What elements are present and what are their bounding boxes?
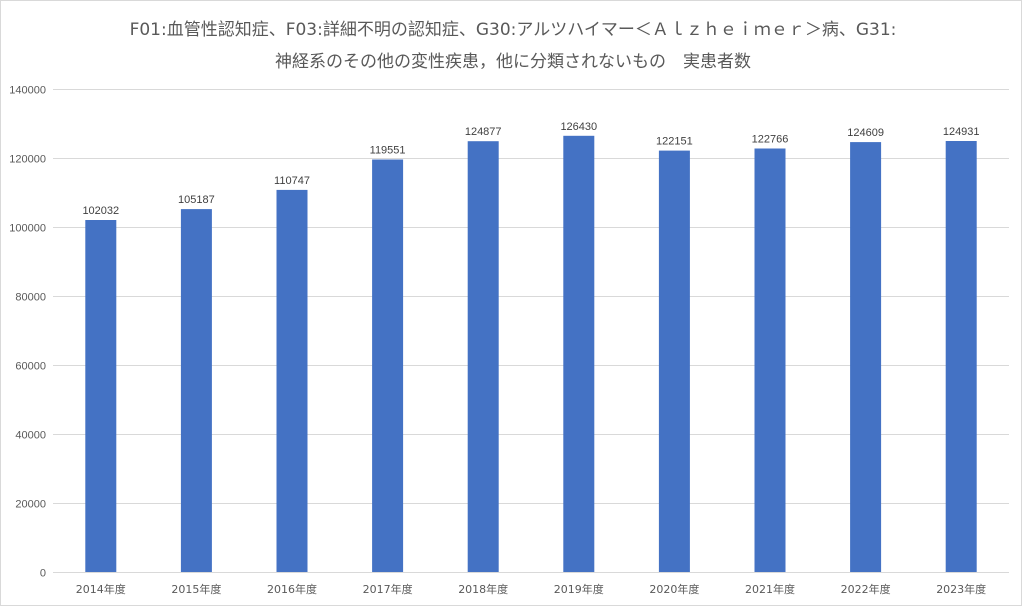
x-tick-label: 2017年度 [363,582,413,596]
x-tick-label: 2020年度 [649,582,699,596]
bar-data-label: 110747 [274,175,310,187]
bar [467,141,499,572]
bar [563,135,595,573]
bar [945,141,977,572]
x-tick-label: 2016年度 [267,582,317,596]
bar [754,148,786,572]
y-tick-label: 40000 [15,430,46,442]
bar [850,142,882,572]
x-tick-label: 2021年度 [745,582,795,596]
y-tick-label: 0 [40,568,46,580]
bar [85,220,117,572]
y-tick-label: 80000 [15,292,46,304]
y-tick-label: 100000 [9,223,46,235]
bar-data-label: 102032 [82,205,119,217]
x-tick-label: 2023年度 [936,582,986,596]
x-tick-label: 2018年度 [458,582,508,596]
bar-data-label: 119551 [370,145,406,157]
y-tick-label: 60000 [15,361,46,373]
bar [276,189,308,572]
y-tick-label: 120000 [9,154,46,166]
bar-data-label: 124609 [847,127,884,139]
bar-data-label: 122766 [752,134,789,146]
bar-data-label: 126430 [560,121,597,133]
bar-data-label: 105187 [178,194,215,206]
y-tick-label: 140000 [9,85,46,97]
x-tick-label: 2019年度 [554,582,604,596]
x-tick-label: 2022年度 [841,582,891,596]
bar-data-label: 124931 [943,126,980,138]
bar-data-label: 124877 [465,126,502,138]
bar [658,150,690,572]
bar [180,209,212,572]
y-tick-label: 20000 [15,499,46,511]
bar-data-label: 122151 [656,136,693,148]
chart-title-line-1: F01:血管性認知症、F03:詳細不明の認知症、G30:アルツハイマー＜Ａｌｚｈ… [129,20,897,40]
x-tick-label: 2014年度 [76,582,126,596]
bar [372,159,404,572]
x-tick-label: 2015年度 [171,582,221,596]
chart-title-line-2: 神経系のその他の変性疾患，他に分類されないもの 実患者数 [275,52,751,72]
